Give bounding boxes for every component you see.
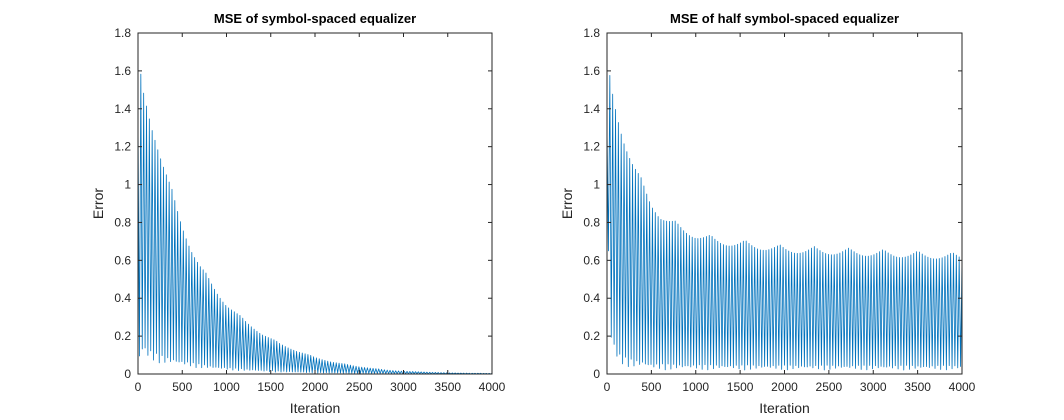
y-tick-label: 0.6 [583,253,600,267]
y-tick-label: 0.2 [114,329,131,343]
y-tick-label: 1.6 [114,64,131,78]
y-tick-label: 0 [124,367,131,381]
y-tick-label: 0 [593,367,600,381]
chart-title: MSE of symbol-spaced equalizer [214,11,416,26]
x-tick-label: 1500 [727,380,754,394]
y-axis-label: Error [90,188,106,219]
y-tick-label: 0.4 [114,291,131,305]
x-tick-label: 2000 [771,380,798,394]
y-tick-label: 0.2 [583,329,600,343]
y-tick-label: 1 [124,178,131,192]
x-tick-label: 2500 [816,380,843,394]
x-tick-label: 1000 [213,380,240,394]
x-tick-label: 4000 [949,380,976,394]
chart-title: MSE of half symbol-spaced equalizer [670,11,899,26]
x-axis-label: Iteration [290,400,341,416]
y-tick-label: 1 [593,178,600,192]
x-tick-label: 0 [135,380,142,394]
y-tick-label: 1.4 [583,102,600,116]
chart-symbol-spaced: MSE of symbol-spaced equalizer Iteration… [90,11,506,416]
y-tick-label: 1.4 [114,102,131,116]
series-line [606,75,963,371]
y-tick-label: 1.8 [114,26,131,40]
x-axis-label: Iteration [759,400,810,416]
x-tick-label: 2500 [346,380,373,394]
y-axis-label: Error [559,188,575,219]
x-tick-label: 3000 [390,380,417,394]
x-tick-label: 1000 [682,380,709,394]
y-tick-label: 0.8 [583,215,600,229]
x-tick-label: 2000 [302,380,329,394]
y-tick-label: 1.6 [583,64,600,78]
chart-half-symbol-spaced: MSE of half symbol-spaced equalizer Iter… [559,11,976,416]
y-tick-label: 1.2 [114,140,131,154]
x-tick-label: 500 [172,380,192,394]
x-tick-label: 3500 [434,380,461,394]
x-tick-label: 3500 [904,380,931,394]
x-tick-label: 3000 [860,380,887,394]
y-tick-label: 1.8 [583,26,600,40]
x-tick-label: 1500 [257,380,284,394]
y-tick-label: 0.4 [583,291,600,305]
y-tick-label: 0.6 [114,253,131,267]
x-tick-label: 4000 [479,380,506,394]
y-tick-label: 1.2 [583,140,600,154]
x-tick-label: 500 [641,380,661,394]
y-tick-label: 0.8 [114,215,131,229]
x-tick-label: 0 [604,380,611,394]
